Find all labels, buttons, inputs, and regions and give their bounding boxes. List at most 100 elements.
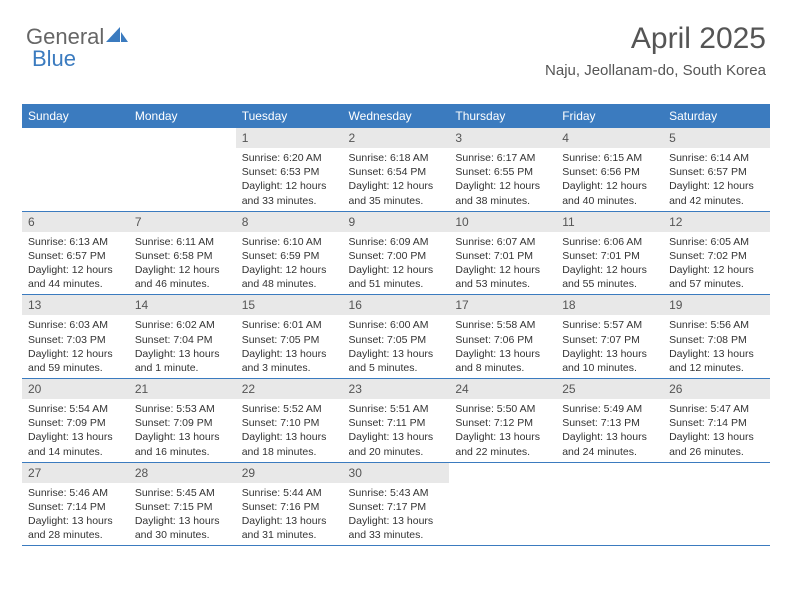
daylight-line: Daylight: 12 hours and 42 minutes. [669,179,764,207]
day-number: 12 [663,212,770,232]
calendar-body: 1Sunrise: 6:20 AMSunset: 6:53 PMDaylight… [22,128,770,546]
daylight-line: Daylight: 13 hours and 31 minutes. [242,514,337,542]
calendar-table: SundayMondayTuesdayWednesdayThursdayFrid… [22,104,770,546]
sunset-line: Sunset: 7:07 PM [562,333,657,347]
day-details: Sunrise: 6:05 AMSunset: 7:02 PMDaylight:… [663,232,770,295]
daylight-line: Daylight: 13 hours and 10 minutes. [562,347,657,375]
sunrise-line: Sunrise: 5:57 AM [562,318,657,332]
calendar-day: 5Sunrise: 6:14 AMSunset: 6:57 PMDaylight… [663,128,770,211]
sunset-line: Sunset: 7:16 PM [242,500,337,514]
calendar-row: 13Sunrise: 6:03 AMSunset: 7:03 PMDayligh… [22,295,770,379]
sunset-line: Sunset: 7:15 PM [135,500,230,514]
sunrise-line: Sunrise: 5:51 AM [349,402,444,416]
sunrise-line: Sunrise: 5:45 AM [135,486,230,500]
daylight-line: Daylight: 13 hours and 24 minutes. [562,430,657,458]
page-subtitle: Naju, Jeollanam-do, South Korea [545,62,766,79]
day-number: 9 [343,212,450,232]
weekday-header: Thursday [449,104,556,128]
day-details: Sunrise: 5:49 AMSunset: 7:13 PMDaylight:… [556,399,663,462]
day-number: 25 [556,379,663,399]
day-details: Sunrise: 5:54 AMSunset: 7:09 PMDaylight:… [22,399,129,462]
day-details: Sunrise: 5:53 AMSunset: 7:09 PMDaylight:… [129,399,236,462]
calendar-day: 3Sunrise: 6:17 AMSunset: 6:55 PMDaylight… [449,128,556,211]
day-number: 24 [449,379,556,399]
sunset-line: Sunset: 6:59 PM [242,249,337,263]
daylight-line: Daylight: 13 hours and 28 minutes. [28,514,123,542]
sunset-line: Sunset: 7:01 PM [562,249,657,263]
day-details: Sunrise: 5:51 AMSunset: 7:11 PMDaylight:… [343,399,450,462]
day-details: Sunrise: 5:52 AMSunset: 7:10 PMDaylight:… [236,399,343,462]
day-details: Sunrise: 6:20 AMSunset: 6:53 PMDaylight:… [236,148,343,211]
sunset-line: Sunset: 7:00 PM [349,249,444,263]
sunrise-line: Sunrise: 5:50 AM [455,402,550,416]
calendar-day: 6Sunrise: 6:13 AMSunset: 6:57 PMDaylight… [22,211,129,295]
sunset-line: Sunset: 6:57 PM [28,249,123,263]
day-details: Sunrise: 6:09 AMSunset: 7:00 PMDaylight:… [343,232,450,295]
day-details: Sunrise: 6:00 AMSunset: 7:05 PMDaylight:… [343,315,450,378]
daylight-line: Daylight: 13 hours and 26 minutes. [669,430,764,458]
daylight-line: Daylight: 13 hours and 1 minute. [135,347,230,375]
sunset-line: Sunset: 7:05 PM [349,333,444,347]
sunset-line: Sunset: 7:11 PM [349,416,444,430]
daylight-line: Daylight: 12 hours and 53 minutes. [455,263,550,291]
sunset-line: Sunset: 7:03 PM [28,333,123,347]
day-number: 21 [129,379,236,399]
weekday-header: Friday [556,104,663,128]
logo-text-blue-wrap: Blue [32,46,76,72]
sunrise-line: Sunrise: 6:02 AM [135,318,230,332]
sunset-line: Sunset: 7:14 PM [28,500,123,514]
day-number: 15 [236,295,343,315]
daylight-line: Daylight: 13 hours and 14 minutes. [28,430,123,458]
day-details: Sunrise: 5:56 AMSunset: 7:08 PMDaylight:… [663,315,770,378]
day-number: 30 [343,463,450,483]
sunset-line: Sunset: 7:06 PM [455,333,550,347]
sunset-line: Sunset: 7:17 PM [349,500,444,514]
day-details: Sunrise: 6:10 AMSunset: 6:59 PMDaylight:… [236,232,343,295]
daylight-line: Daylight: 12 hours and 40 minutes. [562,179,657,207]
logo-text-blue: Blue [32,46,76,71]
sunset-line: Sunset: 7:02 PM [669,249,764,263]
calendar-day: 7Sunrise: 6:11 AMSunset: 6:58 PMDaylight… [129,211,236,295]
day-details: Sunrise: 5:43 AMSunset: 7:17 PMDaylight:… [343,483,450,546]
sunrise-line: Sunrise: 5:49 AM [562,402,657,416]
daylight-line: Daylight: 13 hours and 30 minutes. [135,514,230,542]
day-number: 18 [556,295,663,315]
sunset-line: Sunset: 7:01 PM [455,249,550,263]
daylight-line: Daylight: 12 hours and 33 minutes. [242,179,337,207]
day-details: Sunrise: 6:18 AMSunset: 6:54 PMDaylight:… [343,148,450,211]
day-number: 4 [556,128,663,148]
day-details: Sunrise: 5:50 AMSunset: 7:12 PMDaylight:… [449,399,556,462]
day-number: 13 [22,295,129,315]
day-number: 5 [663,128,770,148]
day-details: Sunrise: 5:45 AMSunset: 7:15 PMDaylight:… [129,483,236,546]
daylight-line: Daylight: 13 hours and 18 minutes. [242,430,337,458]
sunrise-line: Sunrise: 6:20 AM [242,151,337,165]
day-details: Sunrise: 6:17 AMSunset: 6:55 PMDaylight:… [449,148,556,211]
calendar-day: 25Sunrise: 5:49 AMSunset: 7:13 PMDayligh… [556,379,663,463]
daylight-line: Daylight: 13 hours and 20 minutes. [349,430,444,458]
calendar-day-empty [22,128,129,211]
sunrise-line: Sunrise: 5:43 AM [349,486,444,500]
sunset-line: Sunset: 6:55 PM [455,165,550,179]
day-details: Sunrise: 6:14 AMSunset: 6:57 PMDaylight:… [663,148,770,211]
sunrise-line: Sunrise: 6:01 AM [242,318,337,332]
calendar-day: 29Sunrise: 5:44 AMSunset: 7:16 PMDayligh… [236,462,343,546]
sunrise-line: Sunrise: 6:06 AM [562,235,657,249]
sunrise-line: Sunrise: 5:47 AM [669,402,764,416]
day-number: 1 [236,128,343,148]
daylight-line: Daylight: 12 hours and 51 minutes. [349,263,444,291]
sunset-line: Sunset: 7:09 PM [28,416,123,430]
sunset-line: Sunset: 6:57 PM [669,165,764,179]
calendar-day: 16Sunrise: 6:00 AMSunset: 7:05 PMDayligh… [343,295,450,379]
calendar-day: 14Sunrise: 6:02 AMSunset: 7:04 PMDayligh… [129,295,236,379]
daylight-line: Daylight: 12 hours and 55 minutes. [562,263,657,291]
sunset-line: Sunset: 6:58 PM [135,249,230,263]
daylight-line: Daylight: 12 hours and 59 minutes. [28,347,123,375]
sunrise-line: Sunrise: 5:52 AM [242,402,337,416]
calendar-day: 30Sunrise: 5:43 AMSunset: 7:17 PMDayligh… [343,462,450,546]
calendar-day: 24Sunrise: 5:50 AMSunset: 7:12 PMDayligh… [449,379,556,463]
calendar-day: 10Sunrise: 6:07 AMSunset: 7:01 PMDayligh… [449,211,556,295]
sunrise-line: Sunrise: 6:10 AM [242,235,337,249]
calendar-row: 1Sunrise: 6:20 AMSunset: 6:53 PMDaylight… [22,128,770,211]
sunset-line: Sunset: 7:12 PM [455,416,550,430]
